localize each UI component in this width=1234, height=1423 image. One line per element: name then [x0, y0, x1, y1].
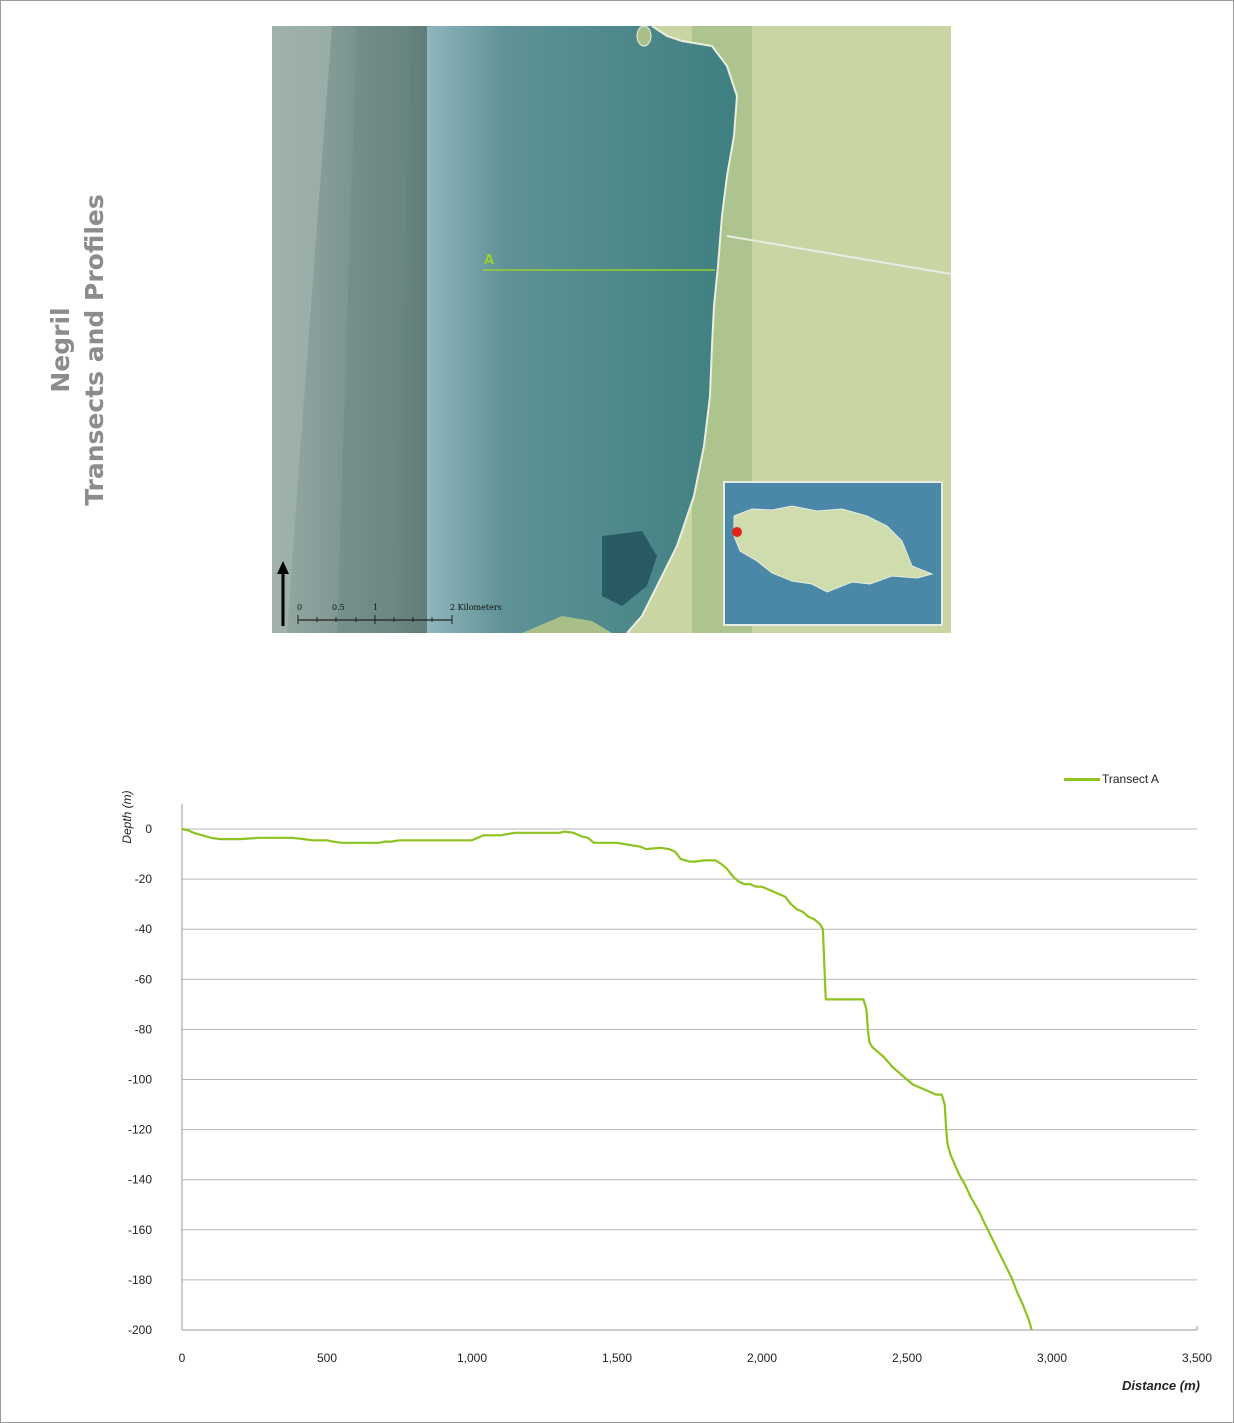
x-tick-label: 0 [179, 1351, 186, 1365]
scale-label-2-km: 2 Kilometers [450, 603, 502, 612]
chart-grid [182, 828, 1197, 1331]
y-axis-label: Depth (m) [120, 790, 134, 843]
legend-swatch-transect-a [1064, 777, 1100, 781]
chart-axes [181, 804, 1198, 1331]
scale-label-0-5: 0.5 [332, 603, 345, 612]
y-tick-label: -80 [135, 1022, 153, 1036]
y-tick-label: -120 [128, 1123, 152, 1137]
y-tick-label: -140 [128, 1173, 152, 1187]
y-tick-label: -100 [128, 1073, 152, 1087]
x-tick-label: 500 [317, 1351, 337, 1365]
x-tick-label: 3,500 [1182, 1351, 1212, 1365]
north-arrow-icon [277, 561, 289, 626]
scale-label-1: 1 [373, 603, 378, 612]
chart-legend: Transect A [1064, 772, 1159, 786]
scale-label-0: 0 [297, 603, 302, 612]
inset-locator-map [723, 481, 943, 626]
x-tick-label: 1,500 [602, 1351, 632, 1365]
title-line-2: Transects and Profiles [80, 194, 109, 506]
y-tick-label: -60 [135, 972, 153, 986]
x-tick-label: 2,500 [892, 1351, 922, 1365]
reef-shelf-area [427, 26, 737, 633]
y-tick-label: -200 [128, 1323, 152, 1337]
depth-profile-chart: 0 -20 -40 -60 -80 -100 -120 -140 -160 -180 -200 0 5… [0, 760, 1234, 1400]
x-tick-label: 1,000 [457, 1351, 487, 1365]
x-tick-label: 2,000 [747, 1351, 777, 1365]
x-tick-label: 3,000 [1037, 1351, 1067, 1365]
y-tick-label: 0 [145, 822, 152, 836]
legend-label-transect-a: Transect A [1102, 772, 1159, 786]
shoreline [626, 26, 739, 633]
y-tick-label: -160 [128, 1223, 152, 1237]
chart-svg: 0 -20 -40 -60 -80 -100 -120 -140 -160 -180 -200 0 5… [120, 790, 1213, 1393]
series-line-transect-a [181, 827, 1033, 1331]
y-tick-labels: 0 -20 -40 -60 -80 -100 -120 -140 -160 -180 -200 [128, 822, 152, 1337]
bathymetry-map: A 0 0.5 1 2 Kilometers [272, 26, 951, 633]
transect-a-label: A [484, 253, 494, 268]
scale-bar: 0 0.5 1 2 Kilometers [297, 603, 502, 624]
x-tick-labels: 0 500 1,000 1,500 2,000 2,500 3,000 3,500 [179, 1351, 1213, 1365]
x-axis-label: Distance (m) [1122, 1378, 1200, 1393]
title-line-1: Negril [46, 307, 75, 393]
jamaica-outline [733, 505, 934, 593]
y-tick-label: -180 [128, 1273, 152, 1287]
y-tick-label: -40 [135, 922, 153, 936]
y-tick-label: -20 [135, 872, 153, 886]
page-title: Negril Transects and Profiles [44, 140, 134, 560]
location-marker-icon [732, 527, 742, 537]
